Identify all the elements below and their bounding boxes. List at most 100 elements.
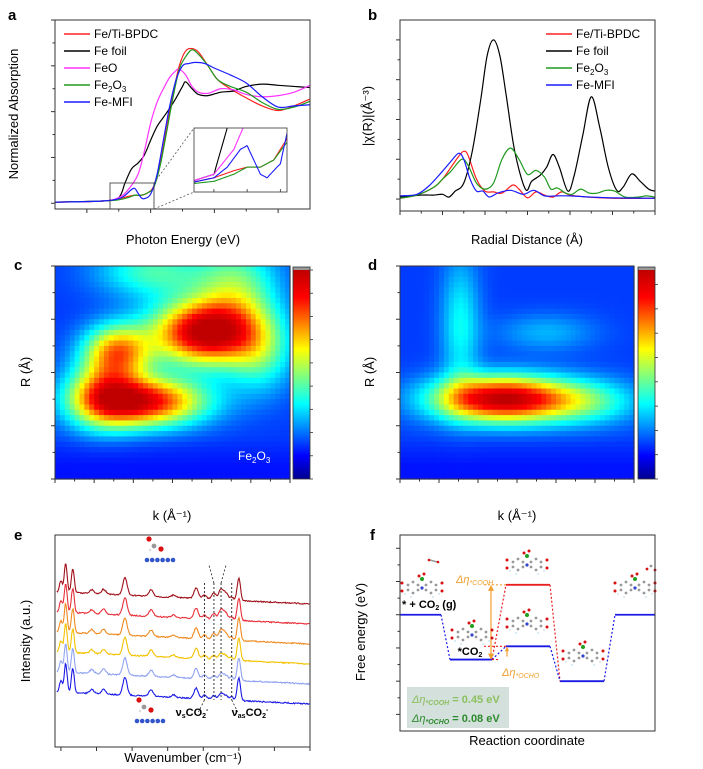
heatmap-cell (245, 377, 252, 384)
heatmap-cell (103, 383, 110, 390)
heatmap-cell (138, 404, 144, 411)
heatmap-cell (536, 287, 542, 294)
heatmap-cell (74, 313, 81, 320)
heatmap-cell (143, 377, 149, 384)
h-atom (571, 664, 573, 666)
heatmap-cell (400, 388, 406, 395)
heatmap-cell (482, 468, 489, 475)
heatmap-cell (250, 409, 257, 416)
e-spectra (56, 563, 310, 706)
heatmap-cell (473, 383, 479, 390)
heatmap-cell (143, 409, 149, 416)
heatmap-cell (201, 335, 208, 342)
heatmap-cell (275, 367, 281, 374)
atom (516, 557, 520, 561)
heatmap-cell (624, 281, 630, 288)
heatmap-cell (148, 292, 154, 299)
heatmap-cell (570, 383, 577, 390)
heatmap-cell (241, 420, 247, 427)
heatmap-cell (400, 452, 406, 459)
heatmap-cell (143, 292, 149, 299)
heatmap-cell (609, 297, 616, 304)
heatmap-cell (443, 393, 450, 400)
c-sample-label: Fe2O3 (238, 449, 271, 465)
f-plot-frame (399, 534, 656, 732)
heatmap-cell (123, 404, 130, 411)
heatmap-cell (152, 447, 159, 453)
heatmap-cell (624, 276, 630, 283)
heatmap-cell (221, 388, 227, 395)
heatmap-cell (536, 399, 542, 406)
heatmap-cell (260, 447, 267, 453)
heatmap-cell (231, 436, 237, 443)
heatmap-cell (439, 266, 445, 272)
heatmap-cell (270, 361, 276, 368)
heatmap-cell (521, 340, 528, 347)
heatmap-cell (285, 468, 291, 475)
heatmap-cell (478, 351, 484, 358)
heatmap-cell (187, 324, 193, 331)
heatmap-cell (162, 425, 169, 432)
heatmap-cell (270, 441, 276, 448)
heatmap-cell (148, 463, 154, 469)
heatmap-cell (619, 367, 625, 374)
heatmap-cell (521, 313, 528, 320)
heatmap-cell (419, 297, 425, 304)
heatmap-cell (89, 335, 95, 342)
heatmap-cell (443, 463, 450, 469)
heatmap-cell (148, 361, 154, 368)
heatmap-cell (556, 281, 562, 288)
heatmap-cell (629, 447, 635, 453)
heatmap-cell (478, 313, 484, 320)
heatmap-cell (551, 425, 557, 432)
heatmap-cell (526, 266, 533, 272)
heatmap-cell (79, 313, 85, 320)
h-atom (651, 593, 653, 595)
heatmap-cell (619, 383, 625, 390)
heatmap-cell (89, 329, 95, 336)
heatmap-cell (512, 409, 518, 416)
heatmap-cell (629, 404, 635, 411)
heatmap-cell (434, 361, 440, 368)
heatmap-cell (453, 420, 460, 427)
heatmap-cell (478, 377, 484, 384)
heatmap-cell (94, 329, 100, 336)
heatmap-cell (487, 447, 494, 453)
heatmap-cell (172, 425, 178, 432)
heatmap-cell (69, 287, 76, 294)
heatmap-cell (143, 361, 149, 368)
heatmap-cell (400, 351, 406, 358)
heatmap-cell (211, 409, 218, 416)
heatmap-cell (157, 313, 164, 320)
heatmap-cell (133, 447, 139, 453)
heatmap-cell (157, 276, 164, 283)
heatmap-cell (123, 308, 130, 315)
heatmap-cell (182, 345, 188, 352)
heatmap-cell (74, 319, 81, 326)
heatmap-cell (148, 441, 154, 448)
heatmap-cell (443, 313, 450, 320)
metal-atom (470, 624, 474, 628)
heatmap-cell (192, 276, 198, 283)
heatmap-cell (526, 441, 533, 448)
heatmap-cell (551, 345, 557, 352)
heatmap-cell (64, 281, 71, 288)
heatmap-cell (609, 340, 616, 347)
heatmap-cell (609, 271, 616, 278)
heatmap-cell (541, 329, 547, 336)
heatmap-cell (245, 420, 252, 427)
heatmap-cell (536, 441, 542, 448)
heatmap-cell (201, 447, 208, 453)
heatmap-cell (211, 468, 218, 475)
heatmap-cell (458, 383, 464, 390)
heatmap-cell (133, 388, 139, 395)
heatmap-cell (448, 266, 455, 272)
heatmap-cell (55, 399, 61, 406)
heatmap-cell (434, 409, 440, 416)
heatmap-cell (265, 431, 272, 437)
heatmap-cell (255, 287, 262, 294)
hydrogen-atom (148, 548, 152, 552)
heatmap-cell (280, 303, 286, 310)
heatmap-cell (162, 420, 169, 427)
heatmap-cell (167, 356, 174, 363)
